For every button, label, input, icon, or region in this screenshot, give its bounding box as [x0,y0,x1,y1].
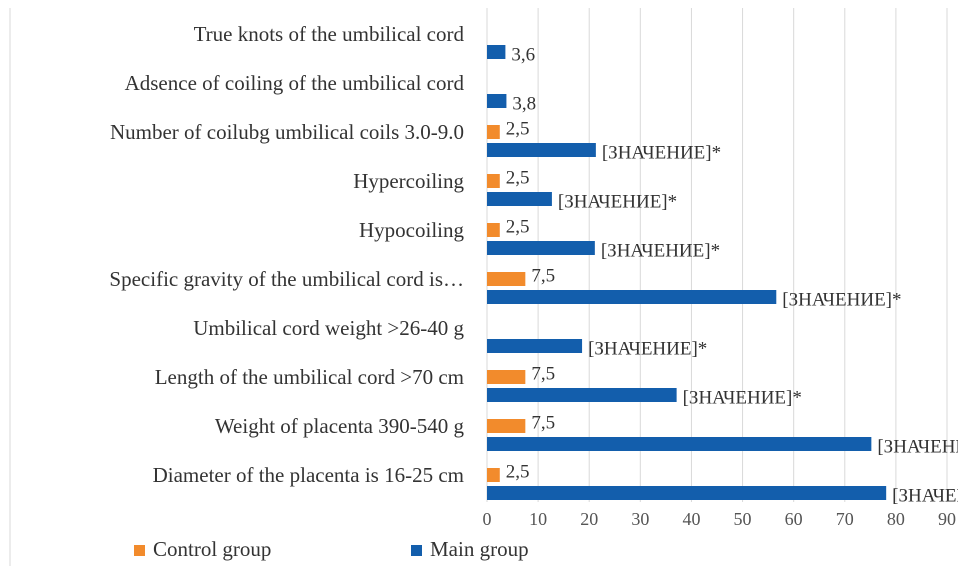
value-label: 7,5 [531,265,555,286]
value-label: [ЗНАЧЕНИЕ]* [877,436,958,457]
category-label: Specific gravity of the umbilical cord i… [109,267,464,291]
bar [487,94,507,108]
category-label: Hypercoiling [353,169,464,193]
legend-swatch [411,545,422,556]
value-label: [ЗНАЧЕНИЕ]* [558,191,677,212]
bar [487,174,500,188]
x-tick-label: 50 [734,509,752,529]
bar [487,370,526,384]
x-tick-label: 60 [785,509,803,529]
category-label: Hypocoiling [359,218,464,242]
x-tick-label: 20 [580,509,598,529]
category-label: Diameter of the placenta is 16-25 cm [153,463,464,487]
category-label: Umbilical cord weight >26-40 g [193,316,464,340]
bar [487,468,500,482]
category-label: True knots of the umbilical cord [194,22,465,46]
bar [487,272,526,286]
x-tick-label: 70 [836,509,854,529]
legend-label: Control group [153,537,271,561]
value-label: [ЗНАЧЕНИЕ]* [601,240,720,261]
bar [487,223,500,237]
x-tick-label: 90 [938,509,956,529]
x-tick-label: 30 [631,509,649,529]
value-label: 7,5 [531,363,555,384]
bar [487,290,777,304]
value-label: [ЗНАЧЕНИЕ]* [588,338,707,359]
category-label: Weight of placenta 390-540 g [215,414,465,438]
category-label: Adsence of coiling of the umbilical cord [125,71,465,95]
x-tick-label: 80 [887,509,905,529]
category-label: Number of coilubg umbilical coils 3.0-9.… [110,120,464,144]
value-label: [ЗНАЧЕНИЕ]* [683,387,802,408]
bar [487,486,887,500]
bar [487,192,552,206]
bar [487,241,595,255]
value-label: [ЗНАЧЕНИЕ]* [602,142,721,163]
value-label: [ЗНАЧЕНИЕ]* [892,485,958,506]
bar [487,339,583,353]
value-label: 3,6 [511,44,535,65]
value-label: 2,5 [506,167,530,188]
x-tick-label: 10 [529,509,547,529]
bar [487,143,596,157]
value-label: 2,5 [506,118,530,139]
value-label: 2,5 [506,216,530,237]
bar [487,419,526,433]
value-label: [ЗНАЧЕНИЕ]* [782,289,901,310]
bar [487,125,500,139]
x-tick-label: 0 [483,509,492,529]
bar [487,45,506,59]
bar [487,388,677,402]
bar [487,437,872,451]
legend-swatch [134,545,145,556]
value-label: 3,8 [512,93,536,114]
x-tick-label: 40 [682,509,700,529]
value-label: 2,5 [506,461,530,482]
value-label: 7,5 [531,412,555,433]
category-label: Length of the umbilical cord >70 cm [155,365,464,389]
legend-label: Main group [430,537,529,561]
